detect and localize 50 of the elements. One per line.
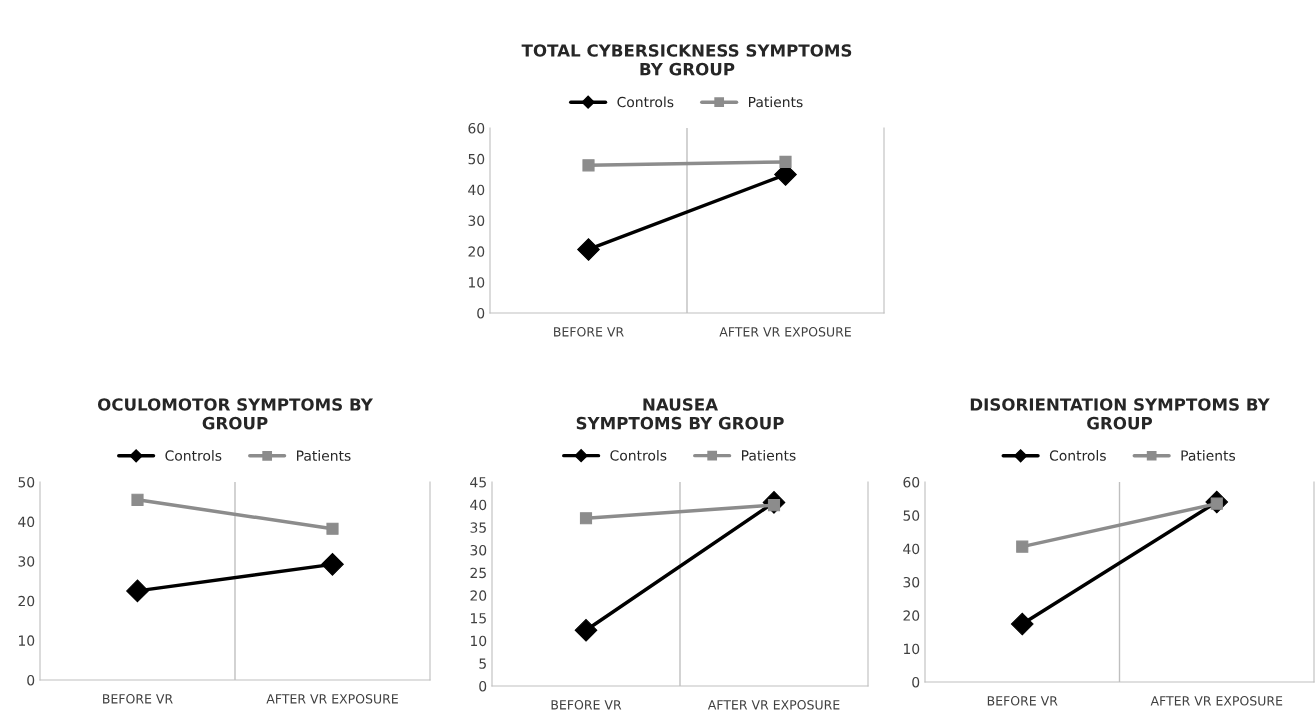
legend-label: Patients (1181, 450, 1236, 461)
y-tick-label: 20 (468, 246, 485, 257)
y-tick-label: 20 (903, 610, 920, 621)
y-tick-label: 40 (903, 543, 920, 555)
y-tick-label: 10 (470, 635, 487, 647)
x-tick-label: BEFORE VR (554, 327, 624, 337)
legend-label: Controls (165, 450, 222, 461)
y-tick-label: 40 (470, 499, 487, 511)
y-tick-label: 30 (470, 544, 487, 556)
y-tick-label: 45 (470, 477, 486, 488)
legend-label: Patients (749, 96, 803, 108)
y-tick-label: 40 (18, 516, 35, 528)
y-tick-label: 60 (468, 122, 485, 134)
chart-title: TOTAL CYBERSICKNESS SYMPTOMS BY GROUP (521, 44, 852, 76)
x-tick-label: BEFORE VR (103, 694, 173, 704)
legend-label: Controls (610, 449, 667, 461)
x-tick-label: AFTER VR EXPOSURE (266, 694, 398, 704)
y-tick-label: 25 (470, 567, 486, 579)
legend-label: Patients (297, 450, 351, 461)
y-tick-label: 35 (470, 522, 486, 533)
y-tick-label: 50 (903, 510, 920, 521)
x-tick-label: AFTER VR EXPOSURE (1150, 696, 1283, 706)
chart-title: NAUSEA SYMPTOMS BY GROUP (576, 398, 784, 430)
legend-label: Patients (742, 449, 796, 461)
y-tick-label: 0 (912, 676, 920, 688)
x-tick-label: AFTER VR EXPOSURE (707, 700, 840, 710)
x-tick-label: BEFORE VR (987, 696, 1058, 706)
y-tick-label: 15 (470, 613, 486, 624)
y-tick-label: 0 (477, 307, 485, 319)
y-tick-label: 50 (18, 476, 35, 488)
x-tick-label: AFTER VR EXPOSURE (719, 327, 851, 337)
y-tick-label: 20 (470, 590, 487, 601)
y-tick-label: 10 (903, 643, 920, 655)
y-tick-label: 30 (468, 215, 485, 226)
chart-title: DISORIENTATION SYMPTOMS BY GROUP (970, 398, 1270, 430)
y-tick-label: 30 (903, 576, 920, 588)
y-tick-label: 30 (18, 556, 35, 567)
y-tick-label: 0 (27, 674, 35, 686)
y-tick-label: 5 (479, 658, 486, 669)
y-tick-label: 20 (18, 595, 35, 607)
chart-title: OCULOMOTOR SYMPTOMS BY GROUP (97, 398, 374, 430)
y-tick-label: 10 (18, 635, 35, 646)
x-tick-label: BEFORE VR (551, 700, 622, 710)
y-tick-label: 40 (468, 184, 485, 196)
y-tick-label: 50 (468, 153, 485, 165)
y-tick-label: 60 (903, 476, 920, 488)
y-tick-label: 0 (479, 680, 487, 692)
legend-label: Controls (1049, 450, 1106, 461)
legend-label: Controls (617, 96, 674, 108)
y-tick-label: 10 (468, 277, 485, 288)
